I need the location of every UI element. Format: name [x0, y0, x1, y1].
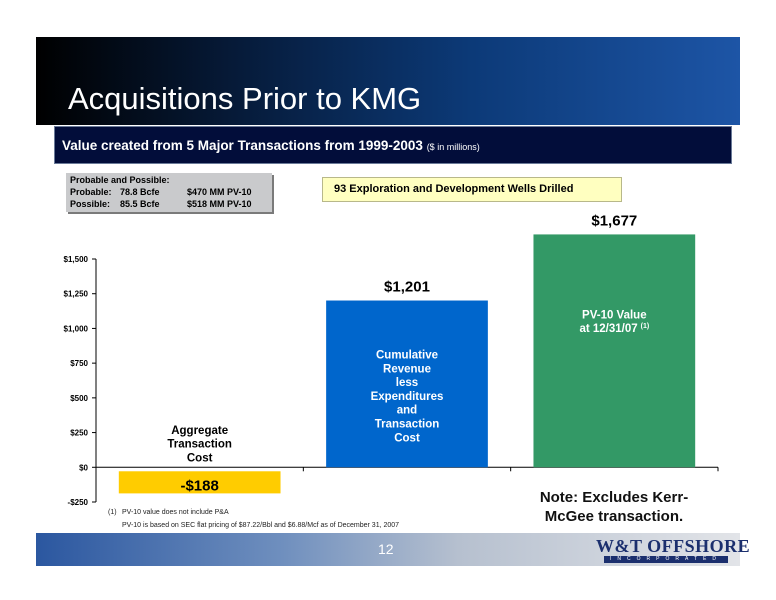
category-label: less — [396, 377, 418, 389]
probable-label: Probable: — [70, 187, 112, 197]
wells-text: 93 Exploration and Development Wells Dri… — [334, 183, 574, 195]
y-tick-label: $0 — [79, 463, 88, 472]
y-tick-label: $750 — [70, 359, 88, 368]
data-label: $1,201 — [384, 279, 430, 296]
reserves-heading: Probable and Possible: — [70, 175, 170, 185]
company-logo: W&T OFFSHORE INCORPORATED — [596, 536, 751, 564]
page-number: 12 — [378, 541, 394, 557]
category-label: Revenue — [383, 363, 431, 375]
reserves-box: Probable and Possible: Probable: 78.8 Bc… — [66, 173, 272, 212]
data-label: -$188 — [180, 477, 218, 494]
y-tick-label: $1,500 — [64, 255, 89, 264]
category-label: Transaction — [375, 419, 440, 431]
category-label: Cumulative — [376, 350, 438, 362]
logo-name: W&T OFFSHORE — [596, 536, 751, 556]
footnote-2: PV-10 is based on SEC flat pricing of $8… — [122, 522, 400, 529]
y-tick-label: $250 — [70, 429, 88, 438]
probable-value: $470 MM PV-10 — [187, 187, 252, 197]
possible-value: $518 MM PV-10 — [187, 199, 252, 209]
y-tick-label: $1,250 — [64, 290, 89, 299]
category-label: Cost — [394, 432, 420, 444]
bar — [326, 300, 488, 468]
footnote-ref: (1) — [641, 323, 650, 330]
data-label: $1,677 — [591, 212, 637, 229]
logo-subtext: INCORPORATED — [604, 556, 728, 563]
probable-volume: 78.8 Bcfe — [120, 187, 160, 197]
bar — [533, 234, 696, 468]
y-tick-label: $1,000 — [64, 324, 89, 333]
footnote-marker: (1) — [108, 509, 117, 516]
header-banner: Acquisitions Prior to KMG — [36, 37, 740, 125]
category-label: Aggregate — [171, 425, 228, 437]
possible-volume: 85.5 Bcfe — [120, 199, 160, 209]
subtitle-text: Value created from 5 Major Transactions … — [62, 138, 423, 153]
wells-box: 93 Exploration and Development Wells Dri… — [322, 177, 622, 202]
category-label: PV-10 Value — [582, 309, 647, 321]
category-label: and — [397, 405, 417, 417]
page-title: Acquisitions Prior to KMG — [68, 81, 422, 116]
subtitle-bar: Value created from 5 Major Transactions … — [54, 126, 732, 164]
footer-bar: 12 W&T OFFSHORE INCORPORATED — [36, 533, 751, 566]
y-tick-label: $500 — [70, 394, 88, 403]
kerr-mcgee-note: Note: Excludes Kerr-McGee transaction. — [539, 489, 689, 525]
bar — [118, 471, 281, 494]
y-tick-label: -$250 — [68, 498, 89, 507]
category-label: Expenditures — [371, 391, 444, 403]
subtitle: Value created from 5 Major Transactions … — [62, 138, 480, 153]
subtitle-units: ($ in millions) — [426, 142, 480, 152]
category-label: Transaction — [167, 439, 232, 451]
possible-label: Possible: — [70, 199, 111, 209]
footnote-1: PV-10 value does not include P&A — [122, 509, 229, 516]
category-label: Cost — [187, 452, 213, 464]
category-label: at 12/31/07 (1) — [579, 323, 649, 335]
